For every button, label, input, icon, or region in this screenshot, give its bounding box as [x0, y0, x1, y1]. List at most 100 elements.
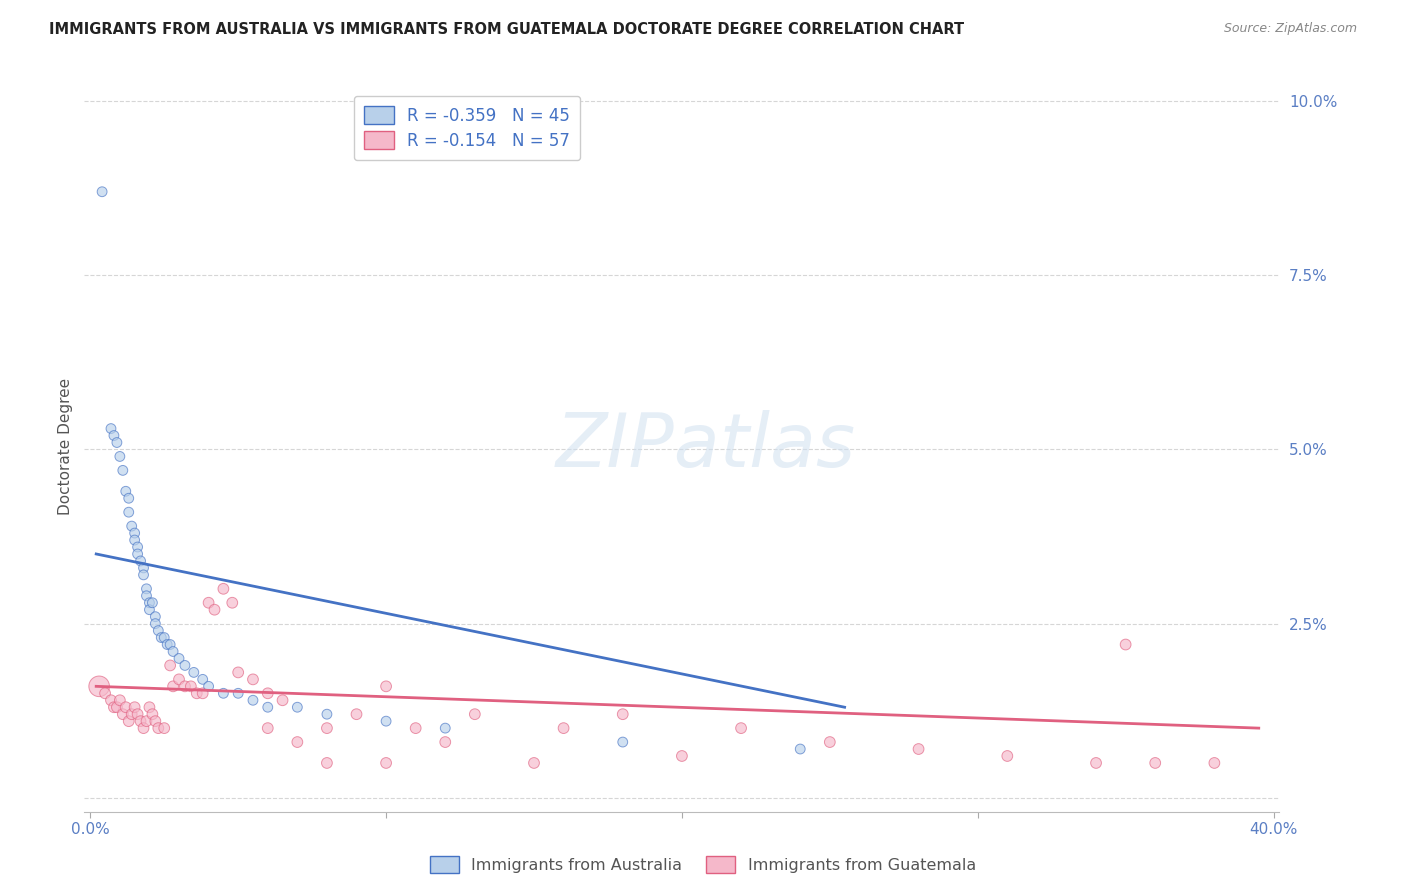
Point	[127, 547, 149, 561]
Point	[242, 673, 264, 687]
Point	[167, 651, 190, 665]
Point	[346, 707, 368, 722]
Point	[226, 686, 249, 700]
Point	[221, 596, 243, 610]
Point	[316, 721, 339, 735]
Point	[212, 686, 235, 700]
Point	[94, 686, 117, 700]
Point	[153, 631, 176, 645]
Point	[114, 700, 136, 714]
Point	[434, 735, 457, 749]
Point	[907, 742, 929, 756]
Point	[285, 735, 308, 749]
Point	[375, 714, 398, 728]
Point	[174, 658, 197, 673]
Point	[612, 735, 634, 749]
Point	[256, 686, 278, 700]
Point	[375, 756, 398, 770]
Point	[114, 484, 136, 499]
Point	[730, 721, 752, 735]
Point	[464, 707, 486, 722]
Point	[143, 616, 166, 631]
Point	[375, 679, 398, 693]
Point	[118, 714, 141, 728]
Point	[121, 519, 143, 533]
Point	[124, 526, 146, 541]
Point	[135, 582, 157, 596]
Point	[316, 756, 339, 770]
Point	[191, 673, 214, 687]
Point	[197, 596, 219, 610]
Point	[159, 638, 181, 652]
Point	[138, 596, 160, 610]
Y-axis label: Doctorate Degree: Doctorate Degree	[58, 377, 73, 515]
Point	[132, 721, 155, 735]
Point	[995, 749, 1018, 764]
Point	[105, 700, 128, 714]
Point	[118, 491, 141, 506]
Point	[108, 693, 131, 707]
Text: Source: ZipAtlas.com: Source: ZipAtlas.com	[1223, 22, 1357, 36]
Point	[127, 707, 149, 722]
Point	[150, 631, 173, 645]
Point	[1204, 756, 1226, 770]
Point	[100, 693, 122, 707]
Point	[129, 714, 152, 728]
Legend: R = -0.359   N = 45, R = -0.154   N = 57: R = -0.359 N = 45, R = -0.154 N = 57	[354, 96, 579, 160]
Point	[1144, 756, 1167, 770]
Point	[108, 450, 131, 464]
Point	[523, 756, 546, 770]
Point	[818, 735, 841, 749]
Point	[124, 533, 146, 547]
Text: IMMIGRANTS FROM AUSTRALIA VS IMMIGRANTS FROM GUATEMALA DOCTORATE DEGREE CORRELAT: IMMIGRANTS FROM AUSTRALIA VS IMMIGRANTS …	[49, 22, 965, 37]
Point	[434, 721, 457, 735]
Point	[204, 603, 226, 617]
Point	[121, 707, 143, 722]
Point	[405, 721, 427, 735]
Point	[162, 644, 184, 658]
Point	[143, 714, 166, 728]
Point	[132, 561, 155, 575]
Point	[256, 700, 278, 714]
Point	[141, 596, 163, 610]
Point	[174, 679, 197, 693]
Point	[612, 707, 634, 722]
Point	[91, 185, 114, 199]
Point	[197, 679, 219, 693]
Point	[316, 707, 339, 722]
Point	[127, 540, 149, 554]
Legend: Immigrants from Australia, Immigrants from Guatemala: Immigrants from Australia, Immigrants fr…	[423, 849, 983, 880]
Point	[212, 582, 235, 596]
Point	[285, 700, 308, 714]
Point	[135, 589, 157, 603]
Point	[256, 721, 278, 735]
Point	[159, 658, 181, 673]
Point	[124, 700, 146, 714]
Point	[183, 665, 205, 680]
Point	[141, 707, 163, 722]
Point	[186, 686, 208, 700]
Point	[789, 742, 811, 756]
Point	[135, 714, 157, 728]
Point	[105, 435, 128, 450]
Point	[118, 505, 141, 519]
Point	[148, 624, 170, 638]
Point	[129, 554, 152, 568]
Point	[180, 679, 202, 693]
Point	[111, 463, 134, 477]
Point	[89, 679, 111, 693]
Point	[242, 693, 264, 707]
Text: ZIPatlas: ZIPatlas	[555, 410, 856, 482]
Point	[148, 721, 170, 735]
Point	[132, 567, 155, 582]
Point	[226, 665, 249, 680]
Point	[1085, 756, 1108, 770]
Point	[156, 638, 179, 652]
Point	[671, 749, 693, 764]
Point	[271, 693, 294, 707]
Point	[138, 700, 160, 714]
Point	[162, 679, 184, 693]
Point	[553, 721, 575, 735]
Point	[167, 673, 190, 687]
Point	[100, 421, 122, 435]
